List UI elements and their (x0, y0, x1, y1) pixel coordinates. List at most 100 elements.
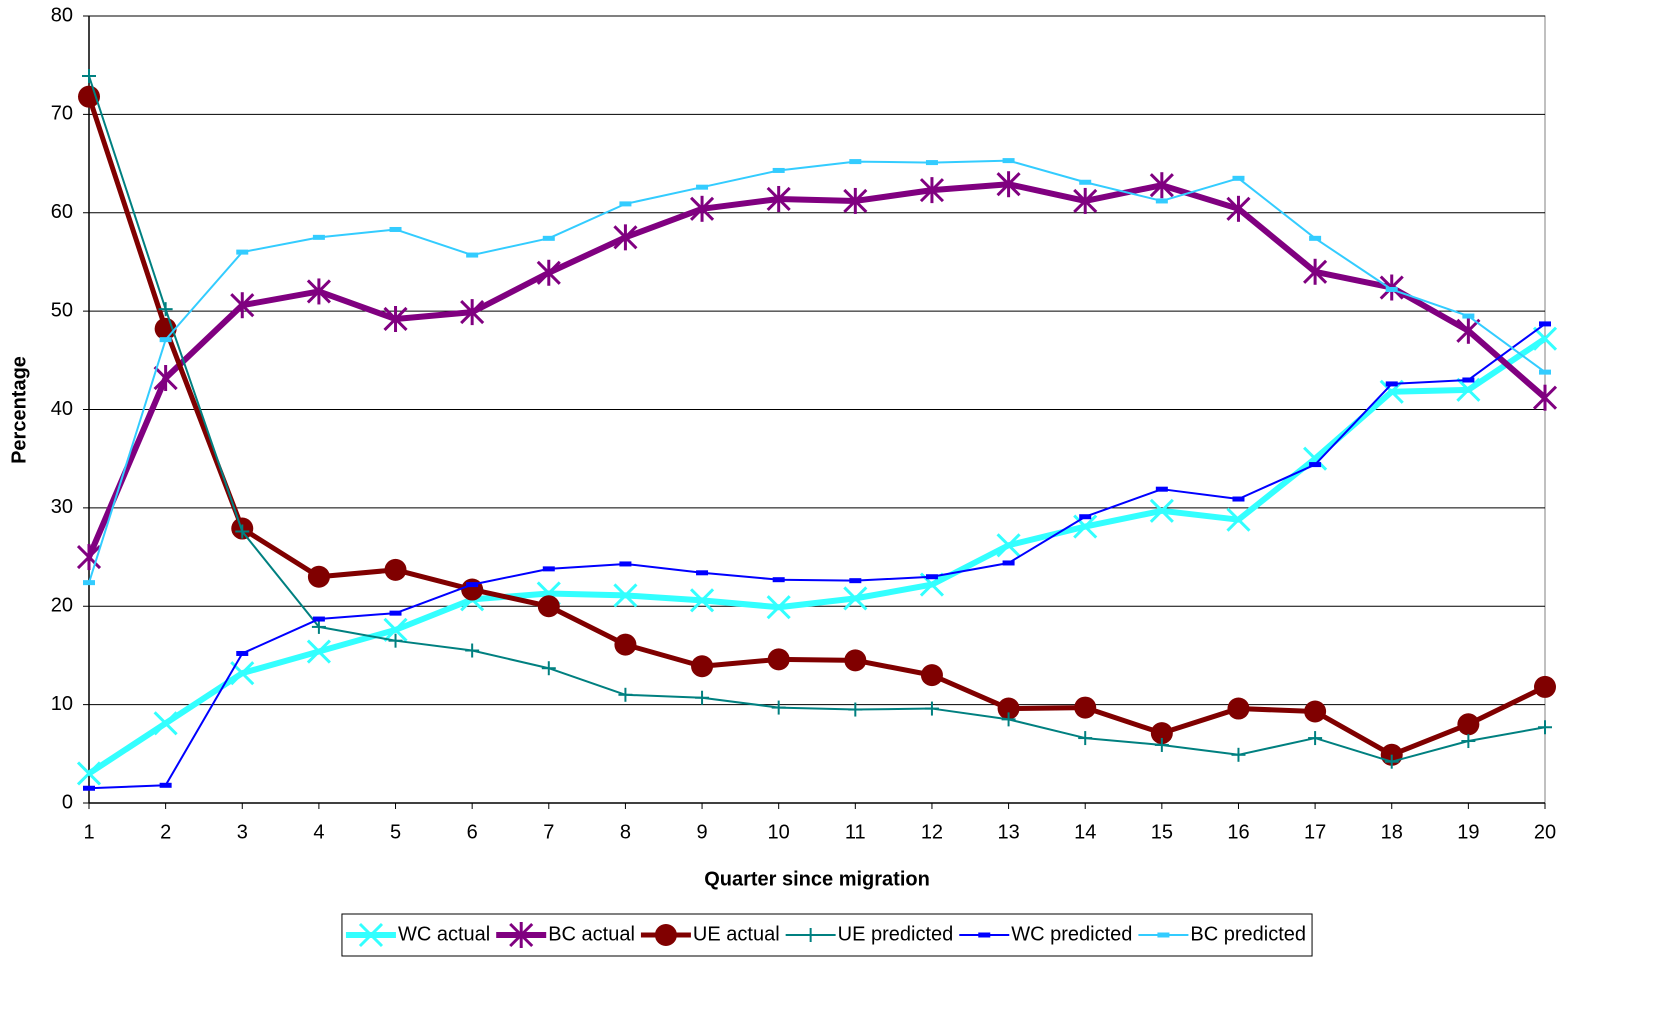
marker-dash (542, 566, 555, 572)
marker (919, 177, 945, 204)
marker (1308, 731, 1323, 746)
marker-dot (844, 649, 867, 672)
marker (1385, 286, 1398, 292)
marker-dash (925, 574, 938, 580)
marker-stroke (153, 711, 178, 736)
x-tick-label: 12 (921, 821, 943, 843)
marker (1073, 514, 1098, 539)
x-tick-label: 3 (237, 821, 248, 843)
marker (466, 252, 479, 258)
marker-dash (1155, 486, 1168, 492)
marker (537, 595, 560, 618)
marker (1303, 258, 1328, 285)
marker (772, 577, 785, 583)
x-tick-label: 19 (1457, 821, 1479, 843)
marker (978, 932, 991, 938)
marker-stroke (919, 572, 945, 597)
marker (311, 619, 326, 634)
marker-stroke (1073, 514, 1098, 539)
y-tick-label: 20 (51, 595, 73, 617)
marker-dash (1079, 514, 1092, 520)
marker-dash (1155, 198, 1168, 204)
marker-stroke (996, 533, 1021, 558)
x-tick-label: 7 (543, 821, 554, 843)
marker (925, 160, 938, 166)
legend-label: UE actual (693, 923, 780, 945)
marker (1001, 712, 1016, 727)
marker-dot (384, 558, 407, 581)
marker (76, 761, 102, 786)
legend-label: BC predicted (1190, 923, 1306, 945)
marker-dash (849, 159, 862, 165)
marker-dash (1539, 369, 1551, 375)
y-tick-label: 0 (62, 791, 73, 813)
marker (542, 566, 555, 572)
x-tick-label: 15 (1151, 821, 1173, 843)
marker-stroke (1532, 326, 1558, 351)
marker (996, 171, 1021, 198)
marker (536, 259, 561, 286)
legend-label: WC predicted (1011, 923, 1132, 945)
marker (383, 617, 408, 642)
y-tick-label: 10 (51, 693, 73, 715)
marker (1457, 713, 1480, 736)
marker (771, 700, 786, 715)
series-line (88, 75, 1546, 763)
marker (843, 187, 868, 214)
marker-stroke (766, 595, 791, 620)
marker (1226, 195, 1251, 222)
legend: WC actual BC actual UE actual UE predicted W… (345, 922, 1306, 948)
marker-dash (159, 337, 172, 343)
marker (389, 610, 402, 616)
marker (696, 184, 709, 190)
marker-dash (1385, 286, 1398, 292)
marker (76, 544, 102, 571)
marker (691, 655, 714, 678)
marker (158, 302, 173, 317)
marker (312, 234, 325, 240)
marker-stroke (358, 922, 384, 948)
marker (1539, 321, 1551, 327)
x-tick-label: 13 (997, 821, 1019, 843)
x-tick-label: 20 (1534, 821, 1556, 843)
marker (766, 595, 791, 620)
x-tick-label: 11 (845, 821, 866, 843)
legend-label: UE predicted (838, 923, 954, 945)
marker-stroke (306, 639, 331, 664)
marker (1304, 700, 1327, 723)
marker (236, 650, 249, 656)
marker (1384, 754, 1399, 769)
marker (849, 159, 862, 165)
marker (614, 633, 637, 656)
marker (925, 574, 938, 580)
marker-dash (1462, 377, 1475, 383)
marker-dash (696, 184, 709, 190)
marker (83, 580, 95, 586)
marker-dash (1309, 462, 1322, 468)
marker-dash (772, 167, 785, 173)
marker-dot (920, 664, 943, 687)
marker (307, 565, 330, 588)
marker (1154, 737, 1169, 752)
marker-dash (1002, 560, 1015, 566)
marker (1079, 514, 1092, 520)
marker (1155, 486, 1168, 492)
marker (1074, 696, 1097, 719)
marker (619, 201, 632, 207)
marker (1227, 697, 1250, 720)
marker (695, 690, 710, 705)
marker-stroke (689, 588, 715, 613)
marker (1461, 734, 1476, 749)
marker (1150, 722, 1173, 745)
marker (236, 249, 249, 255)
marker (1079, 179, 1092, 185)
marker (1309, 462, 1322, 468)
marker (153, 711, 178, 736)
marker-dash (466, 252, 479, 258)
marker-dash (978, 932, 991, 938)
marker-dot (1150, 722, 1173, 745)
marker (849, 578, 862, 584)
y-tick-label: 30 (51, 496, 73, 518)
marker (613, 224, 638, 251)
marker (1534, 675, 1556, 698)
